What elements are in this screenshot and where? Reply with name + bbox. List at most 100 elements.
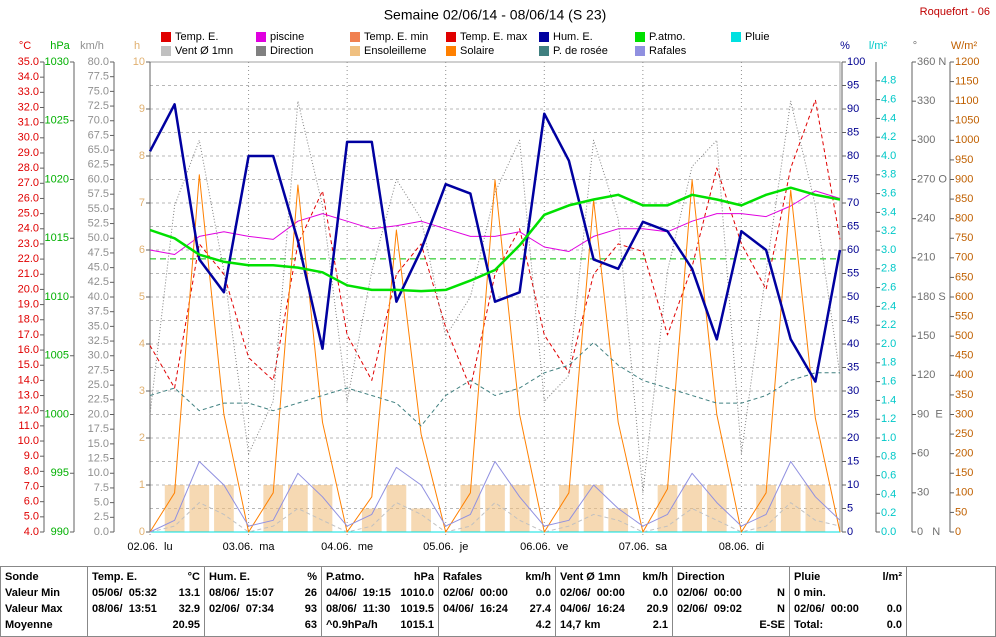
table-column: Direction 02/06/ 00:00 N 02/06/ 09:02 N E-SE — [672, 567, 789, 636]
y-tick-label: 3.6 — [881, 188, 896, 200]
y-tick-label: 650 — [955, 271, 973, 283]
y-tick-label: 34.0 — [18, 71, 39, 83]
table-row: 02/06/ 00:00 0.0 — [560, 585, 668, 601]
y-tick-label: 25.0 — [18, 208, 39, 220]
y-tick-label: 31.0 — [18, 117, 39, 129]
table-row: 14,7 km 2.1 — [560, 617, 668, 633]
y-tick-label: 330 — [917, 95, 935, 107]
table-row: 04/06/ 16:24 20.9 — [560, 601, 668, 617]
legend-label: Solaire — [460, 45, 494, 57]
y-tick-label: 47.5 — [88, 247, 109, 259]
table-row: 4.2 — [443, 617, 551, 633]
y-tick-label: 50 — [847, 291, 859, 303]
y-tick-label: 30 — [847, 385, 859, 397]
y-tick-label: 45 — [847, 314, 859, 326]
y-tick-label: 1030 — [45, 56, 69, 68]
column-name: Direction — [677, 571, 725, 583]
y-tick-label: 4 — [139, 338, 145, 350]
y-tick-label: 14.0 — [18, 374, 39, 386]
table-row: 04/06/ 16:24 27.4 — [443, 601, 551, 617]
sunshine-bar — [559, 485, 579, 532]
table-row: E-SE — [677, 617, 785, 633]
y-tick-label: 270 O — [917, 173, 947, 185]
cell-value: 2.1 — [652, 619, 668, 631]
sunshine-bar — [164, 485, 185, 532]
y-tick-label: 17.0 — [18, 329, 39, 341]
table-row: 02/06/ 00:00 0.0 — [443, 585, 551, 601]
column-unit: hPa — [413, 571, 434, 583]
cell-date: 04/06/ 16:24 — [560, 603, 625, 615]
y-tick-label: 62.5 — [88, 159, 109, 171]
column-header: P.atmo. hPa — [326, 569, 434, 585]
table-row: 20.95 — [92, 617, 200, 633]
table-column: Hum. E.% 08/06/ 15:07 26 02/06/ 07:34 93 63 — [204, 567, 321, 636]
sunshine-bar — [214, 485, 234, 532]
legend-swatch — [350, 32, 360, 42]
y-tick-label: 1.6 — [881, 376, 896, 388]
y-tick-label: 200 — [955, 448, 973, 460]
station-name: Roquefort - 06 — [920, 6, 990, 18]
y-tick-label: 1000 — [45, 408, 69, 420]
y-tick-label: 3.0 — [881, 244, 896, 256]
cell-value: 93 — [304, 603, 317, 615]
row-label: Moyenne — [5, 619, 53, 631]
legend-label: Temp. E. max — [460, 31, 528, 43]
y-tick-label: 13.0 — [18, 389, 39, 401]
y-tick-label: 19.0 — [18, 298, 39, 310]
legend-swatch — [350, 46, 360, 56]
legend-label: Ensoleilleme — [364, 45, 426, 57]
y-tick-label: 990 — [51, 526, 69, 538]
legend-swatch — [161, 46, 171, 56]
legend-label: piscine — [270, 31, 304, 43]
sunshine-bar — [756, 485, 776, 532]
y-tick-label: 6 — [139, 244, 145, 256]
table-row: Total: 0.0 — [794, 617, 902, 633]
y-tick-label: 9.0 — [24, 450, 39, 462]
y-axis-unit: l/m² — [869, 40, 888, 52]
y-tick-label: 0.2 — [881, 507, 896, 519]
y-tick-label: 10.0 — [88, 467, 109, 479]
y-tick-label: 10.0 — [18, 435, 39, 447]
y-tick-label: 2.5 — [94, 511, 109, 523]
sunshine-bar — [361, 508, 382, 532]
series-line — [149, 502, 841, 533]
y-tick-label: 22.5 — [88, 394, 109, 406]
legend-swatch — [446, 32, 456, 42]
x-tick-label: 05.06. je — [423, 541, 468, 553]
legend-swatch — [539, 32, 549, 42]
legend-label: Pluie — [745, 31, 769, 43]
y-tick-label: 0.6 — [881, 470, 896, 482]
y-tick-label: 7.5 — [94, 482, 109, 494]
sunshine-bar — [411, 508, 431, 532]
cell-value: 0.0 — [652, 587, 668, 599]
table-spacer — [906, 567, 995, 636]
legend-swatch — [161, 32, 171, 42]
y-tick-label: 1020 — [45, 173, 69, 185]
cell-date: 02/06/ 00:00 — [560, 587, 625, 599]
legend-swatch — [256, 32, 266, 42]
y-axis-unit: km/h — [80, 40, 104, 52]
y-tick-label: 57.5 — [88, 188, 109, 200]
y-axis-unit: ° — [913, 40, 917, 52]
y-tick-label: 55.0 — [88, 203, 109, 215]
y-tick-label: 850 — [955, 193, 973, 205]
column-name: P.atmo. — [326, 571, 365, 583]
y-tick-label: 2.2 — [881, 319, 896, 331]
sunshine-bar — [509, 485, 530, 532]
column-name: Rafales — [443, 571, 483, 583]
series-line — [149, 342, 840, 427]
table-row: 02/06/ 00:00 N — [677, 585, 785, 601]
legend-swatch — [635, 32, 645, 42]
y-tick-label: 21.0 — [18, 268, 39, 280]
y-tick-label: 950 — [955, 154, 973, 166]
y-tick-label: 15.0 — [88, 438, 109, 450]
y-axis-unit: h — [134, 40, 140, 52]
cell-date: 04/06/ 19:15 — [326, 587, 391, 599]
y-tick-label: 30.0 — [88, 350, 109, 362]
sunshine-bar — [485, 485, 505, 532]
table-column: Rafales km/h 02/06/ 00:00 0.0 04/06/ 16:24 27… — [438, 567, 555, 636]
y-tick-label: 18.0 — [18, 314, 39, 326]
series-line — [149, 461, 841, 533]
sunshine-bar — [780, 485, 801, 532]
